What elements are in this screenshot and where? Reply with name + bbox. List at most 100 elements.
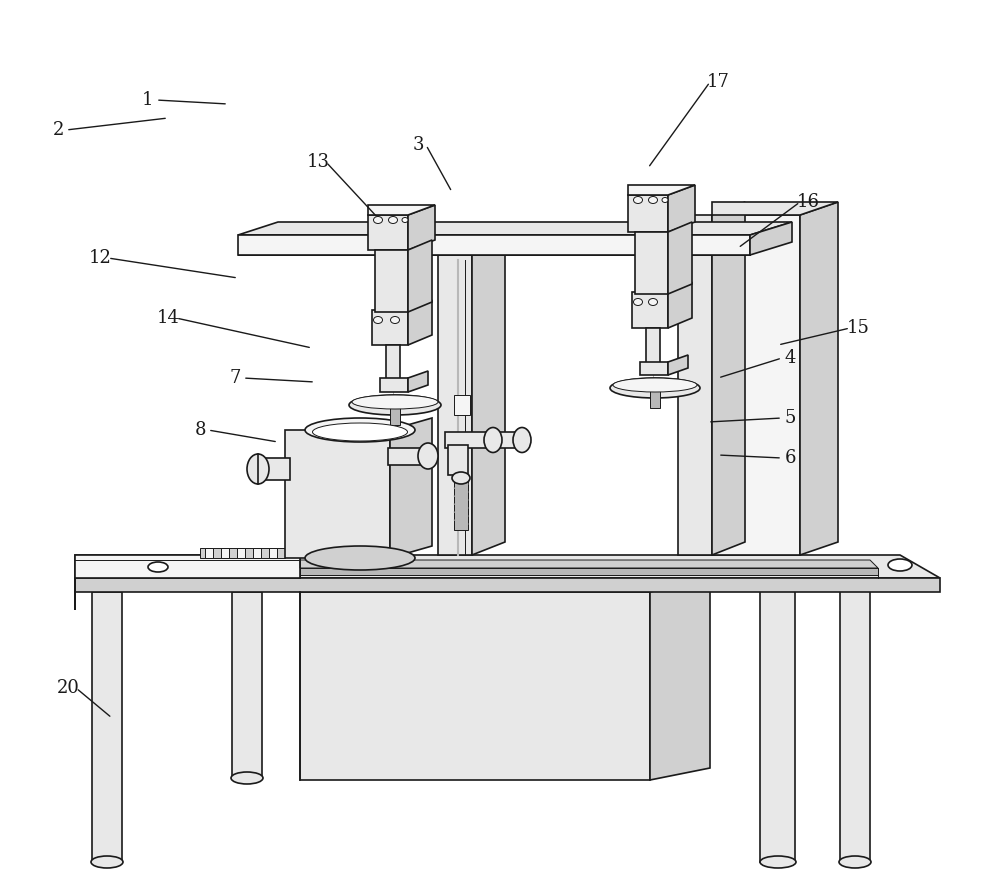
- Ellipse shape: [484, 428, 502, 452]
- Polygon shape: [232, 592, 262, 778]
- Text: 8: 8: [194, 421, 206, 439]
- Polygon shape: [388, 448, 430, 465]
- Ellipse shape: [613, 378, 697, 392]
- Polygon shape: [668, 355, 688, 375]
- Text: 16: 16: [796, 193, 820, 211]
- Polygon shape: [300, 568, 878, 575]
- Polygon shape: [238, 222, 792, 235]
- Ellipse shape: [312, 423, 408, 441]
- Polygon shape: [375, 250, 408, 312]
- Ellipse shape: [888, 559, 912, 571]
- Polygon shape: [92, 592, 122, 862]
- Polygon shape: [75, 578, 940, 592]
- Polygon shape: [472, 235, 505, 555]
- Polygon shape: [285, 430, 390, 558]
- Polygon shape: [678, 215, 712, 555]
- Text: 20: 20: [57, 679, 79, 697]
- Polygon shape: [205, 548, 213, 558]
- Text: 7: 7: [229, 369, 241, 387]
- Ellipse shape: [610, 378, 700, 398]
- Text: 3: 3: [412, 136, 424, 154]
- Ellipse shape: [452, 472, 470, 484]
- Polygon shape: [253, 548, 261, 558]
- Polygon shape: [390, 418, 432, 558]
- Polygon shape: [668, 185, 695, 232]
- Ellipse shape: [634, 197, 642, 204]
- Polygon shape: [408, 205, 435, 250]
- Polygon shape: [750, 222, 792, 255]
- Polygon shape: [712, 202, 745, 555]
- Polygon shape: [632, 292, 668, 328]
- Polygon shape: [628, 195, 668, 232]
- Polygon shape: [221, 548, 229, 558]
- Ellipse shape: [352, 395, 438, 409]
- Ellipse shape: [374, 216, 382, 223]
- Polygon shape: [712, 215, 800, 555]
- Polygon shape: [635, 232, 668, 294]
- Ellipse shape: [231, 772, 263, 784]
- Polygon shape: [300, 592, 650, 780]
- Ellipse shape: [247, 454, 269, 484]
- Ellipse shape: [305, 418, 415, 442]
- Polygon shape: [237, 548, 245, 558]
- Polygon shape: [390, 405, 400, 425]
- Polygon shape: [438, 248, 472, 555]
- Polygon shape: [408, 240, 432, 312]
- Polygon shape: [408, 300, 432, 345]
- Text: 14: 14: [157, 309, 179, 327]
- Text: 5: 5: [784, 409, 796, 427]
- Polygon shape: [408, 371, 428, 392]
- Polygon shape: [712, 202, 838, 215]
- Polygon shape: [269, 548, 277, 558]
- Text: 15: 15: [847, 319, 869, 337]
- Polygon shape: [386, 345, 400, 382]
- Ellipse shape: [839, 856, 871, 868]
- Ellipse shape: [513, 428, 531, 452]
- Polygon shape: [368, 215, 408, 250]
- Ellipse shape: [349, 395, 441, 415]
- Text: 1: 1: [142, 91, 154, 109]
- Ellipse shape: [305, 546, 415, 570]
- Polygon shape: [800, 202, 838, 555]
- Polygon shape: [75, 555, 300, 578]
- Text: 12: 12: [89, 249, 111, 267]
- Polygon shape: [650, 388, 660, 408]
- Polygon shape: [445, 432, 525, 448]
- Ellipse shape: [388, 216, 398, 223]
- Polygon shape: [454, 395, 470, 415]
- Polygon shape: [628, 185, 695, 195]
- Text: 13: 13: [306, 153, 330, 171]
- Polygon shape: [368, 205, 435, 215]
- Polygon shape: [668, 282, 692, 328]
- Ellipse shape: [760, 856, 796, 868]
- Ellipse shape: [402, 218, 408, 222]
- Polygon shape: [380, 378, 408, 392]
- Ellipse shape: [634, 298, 642, 305]
- Polygon shape: [650, 578, 710, 780]
- Polygon shape: [300, 560, 878, 568]
- Polygon shape: [668, 222, 692, 294]
- Ellipse shape: [148, 562, 168, 572]
- Polygon shape: [372, 310, 408, 345]
- Ellipse shape: [91, 856, 123, 868]
- Ellipse shape: [418, 443, 438, 469]
- Polygon shape: [646, 328, 660, 365]
- Ellipse shape: [662, 198, 668, 203]
- Polygon shape: [75, 555, 940, 578]
- Ellipse shape: [390, 317, 400, 324]
- Ellipse shape: [648, 298, 658, 305]
- Polygon shape: [200, 548, 285, 558]
- Polygon shape: [258, 458, 290, 480]
- Ellipse shape: [374, 317, 382, 324]
- Polygon shape: [840, 578, 870, 862]
- Polygon shape: [454, 475, 468, 530]
- Polygon shape: [640, 362, 668, 375]
- Polygon shape: [760, 578, 795, 862]
- Text: 2: 2: [52, 121, 64, 139]
- Polygon shape: [238, 235, 750, 255]
- Polygon shape: [448, 445, 468, 475]
- Text: 6: 6: [784, 449, 796, 467]
- Text: 17: 17: [707, 73, 729, 91]
- Text: 4: 4: [784, 349, 796, 367]
- Ellipse shape: [648, 197, 658, 204]
